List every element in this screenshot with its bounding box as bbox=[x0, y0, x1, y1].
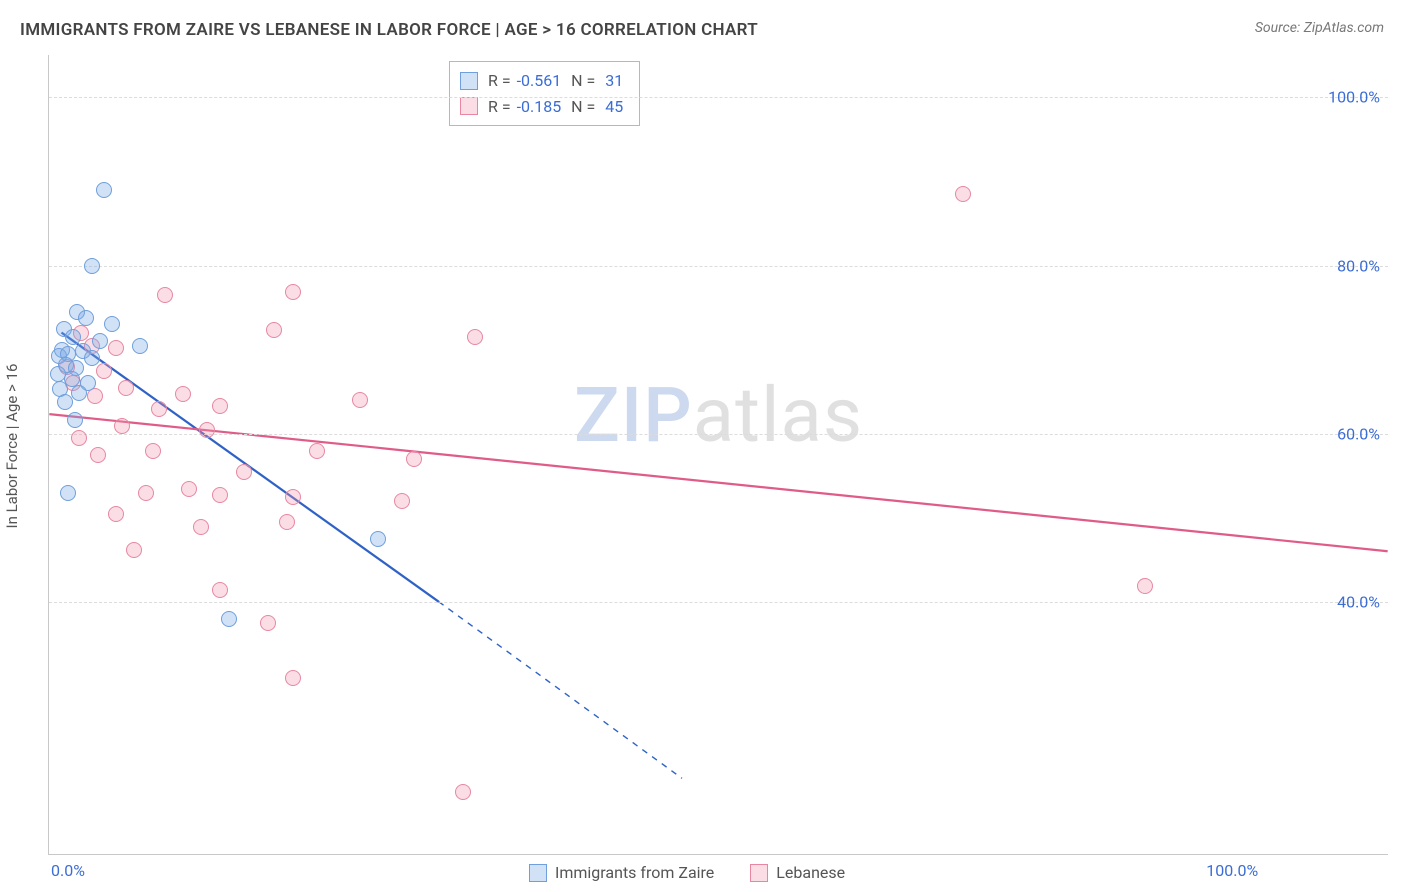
scatter-point-lebanese bbox=[955, 186, 971, 202]
scatter-point-lebanese bbox=[467, 329, 483, 345]
n-label: N = bbox=[571, 71, 595, 90]
scatter-point-lebanese bbox=[108, 340, 124, 356]
scatter-point-zaire bbox=[221, 611, 237, 627]
scatter-point-lebanese bbox=[118, 380, 134, 396]
watermark-zip: ZIP bbox=[574, 370, 693, 460]
swatch-zaire-icon bbox=[529, 864, 547, 882]
watermark: ZIPatlas bbox=[574, 370, 863, 460]
scatter-point-zaire bbox=[50, 366, 66, 382]
scatter-point-lebanese bbox=[138, 485, 154, 501]
y-axis-label: In Labor Force | Age > 16 bbox=[3, 364, 21, 529]
scatter-point-lebanese bbox=[181, 481, 197, 497]
scatter-point-lebanese bbox=[193, 519, 209, 535]
stats-row-zaire: R = -0.561 N = 31 bbox=[460, 68, 625, 94]
trend-line bbox=[439, 602, 682, 779]
y-tick-label: 100.0% bbox=[1328, 88, 1380, 107]
watermark-atlas: atlas bbox=[693, 370, 863, 460]
scatter-point-lebanese bbox=[151, 401, 167, 417]
scatter-point-lebanese bbox=[212, 487, 228, 503]
scatter-point-lebanese bbox=[279, 514, 295, 530]
swatch-zaire bbox=[460, 72, 478, 90]
scatter-point-lebanese bbox=[114, 418, 130, 434]
swatch-lebanese-icon bbox=[750, 864, 768, 882]
scatter-point-lebanese bbox=[108, 506, 124, 522]
scatter-point-zaire bbox=[65, 329, 81, 345]
gridline bbox=[49, 602, 1388, 603]
scatter-point-lebanese bbox=[352, 392, 368, 408]
y-tick-label: 80.0% bbox=[1337, 256, 1380, 275]
scatter-point-lebanese bbox=[212, 582, 228, 598]
chart-title: IMMIGRANTS FROM ZAIRE VS LEBANESE IN LAB… bbox=[20, 20, 758, 40]
r-value-zaire: -0.561 bbox=[517, 71, 562, 90]
gridline bbox=[49, 97, 1388, 98]
scatter-point-zaire bbox=[67, 412, 83, 428]
scatter-point-lebanese bbox=[455, 784, 471, 800]
legend-item-lebanese: Lebanese bbox=[750, 863, 845, 882]
source-label: Source: ZipAtlas.com bbox=[1255, 20, 1384, 36]
scatter-point-zaire bbox=[78, 310, 94, 326]
legend-label-lebanese: Lebanese bbox=[776, 863, 845, 882]
scatter-point-lebanese bbox=[285, 489, 301, 505]
y-tick-label: 40.0% bbox=[1337, 593, 1380, 612]
n-value-zaire: 31 bbox=[605, 71, 623, 90]
gridline bbox=[49, 434, 1388, 435]
scatter-point-lebanese bbox=[87, 388, 103, 404]
scatter-point-lebanese bbox=[309, 443, 325, 459]
scatter-point-zaire bbox=[96, 182, 112, 198]
scatter-point-lebanese bbox=[285, 284, 301, 300]
scatter-point-zaire bbox=[370, 531, 386, 547]
x-tick-label: 100.0% bbox=[1206, 861, 1258, 880]
y-tick-label: 60.0% bbox=[1337, 424, 1380, 443]
scatter-point-lebanese bbox=[266, 322, 282, 338]
r-label: R = bbox=[488, 97, 511, 116]
r-label: R = bbox=[488, 71, 511, 90]
scatter-point-lebanese bbox=[145, 443, 161, 459]
n-label: N = bbox=[571, 97, 595, 116]
swatch-lebanese bbox=[460, 97, 478, 115]
scatter-point-zaire bbox=[84, 258, 100, 274]
n-value-lebanese: 45 bbox=[605, 97, 623, 116]
scatter-plot-area: ZIPatlas R = -0.561 N = 31 R = -0.185 N … bbox=[48, 55, 1388, 855]
scatter-point-lebanese bbox=[406, 451, 422, 467]
scatter-point-lebanese bbox=[71, 430, 87, 446]
trend-lines-layer bbox=[49, 55, 1388, 854]
r-value-lebanese: -0.185 bbox=[517, 97, 562, 116]
x-tick-label: 0.0% bbox=[51, 861, 85, 880]
scatter-point-lebanese bbox=[175, 386, 191, 402]
scatter-point-lebanese bbox=[1137, 578, 1153, 594]
scatter-point-lebanese bbox=[394, 493, 410, 509]
scatter-point-lebanese bbox=[236, 464, 252, 480]
scatter-point-lebanese bbox=[285, 670, 301, 686]
scatter-point-lebanese bbox=[199, 422, 215, 438]
correlation-stats-box: R = -0.561 N = 31 R = -0.185 N = 45 bbox=[449, 61, 640, 126]
gridline bbox=[49, 266, 1388, 267]
legend-bottom: Immigrants from Zaire Lebanese bbox=[529, 863, 845, 882]
scatter-point-zaire bbox=[104, 316, 120, 332]
scatter-point-zaire bbox=[60, 485, 76, 501]
scatter-point-zaire bbox=[57, 394, 73, 410]
scatter-point-lebanese bbox=[96, 363, 112, 379]
scatter-point-zaire bbox=[84, 350, 100, 366]
scatter-point-zaire bbox=[71, 385, 87, 401]
legend-item-zaire: Immigrants from Zaire bbox=[529, 863, 714, 882]
scatter-point-zaire bbox=[92, 333, 108, 349]
scatter-point-lebanese bbox=[260, 615, 276, 631]
scatter-point-lebanese bbox=[212, 398, 228, 414]
scatter-point-zaire bbox=[132, 338, 148, 354]
scatter-point-lebanese bbox=[90, 447, 106, 463]
scatter-point-lebanese bbox=[126, 542, 142, 558]
scatter-point-lebanese bbox=[157, 287, 173, 303]
legend-label-zaire: Immigrants from Zaire bbox=[555, 863, 714, 882]
